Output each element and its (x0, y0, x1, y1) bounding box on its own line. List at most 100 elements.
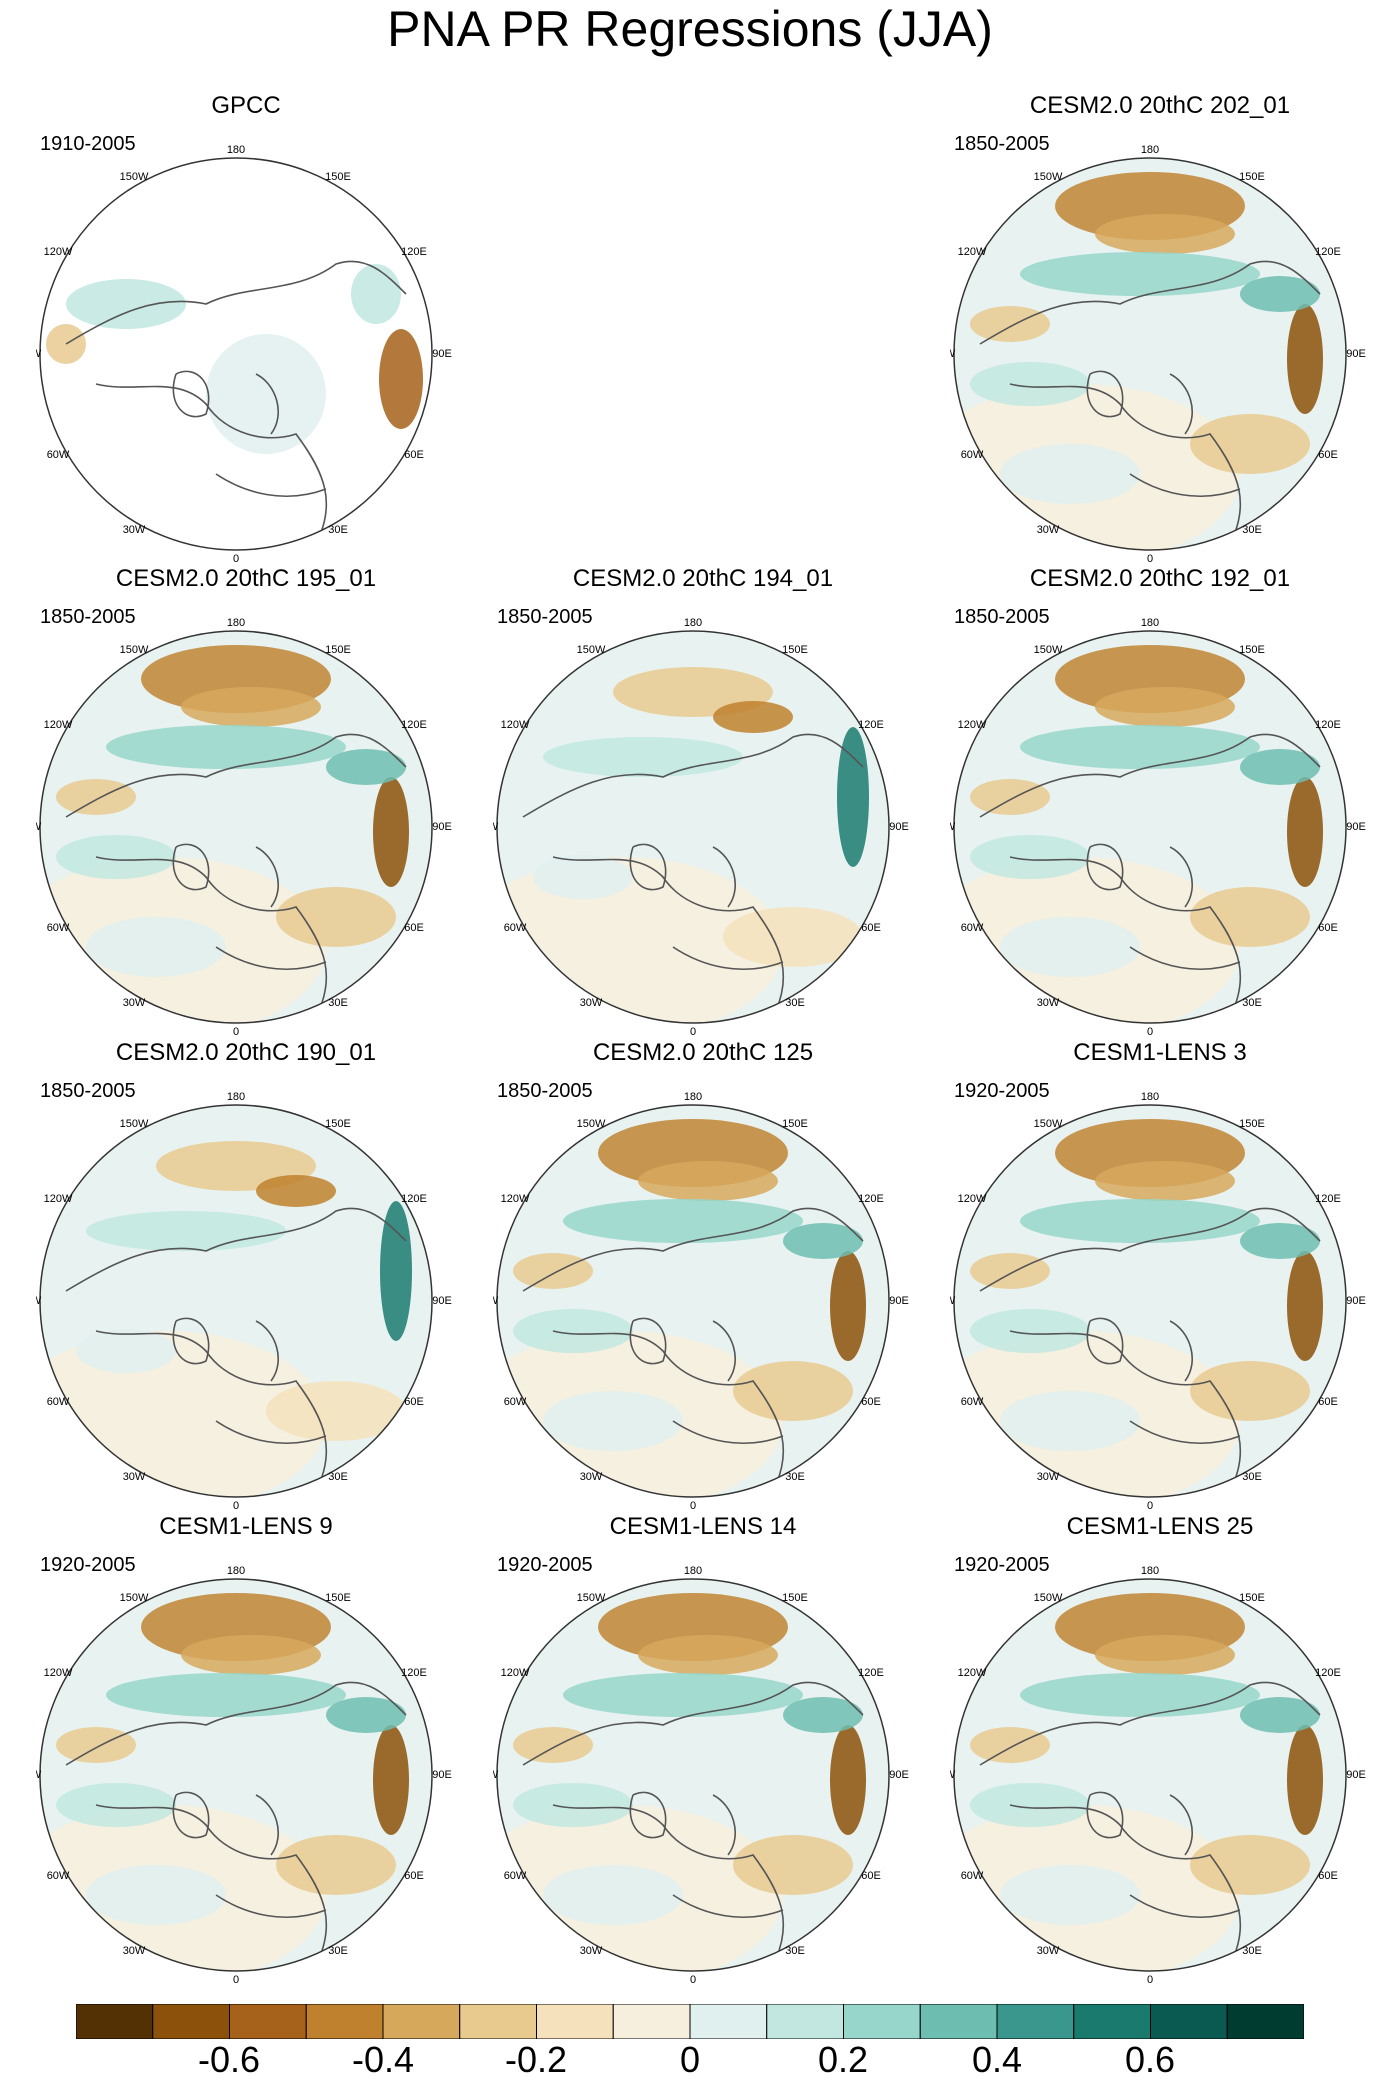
longitude-label: 120W (958, 1667, 987, 1679)
longitude-label: 60E (861, 1396, 881, 1408)
coastline (979, 1681, 1321, 1966)
anomaly-shading (86, 1211, 286, 1251)
longitude-label: 30W (580, 1471, 603, 1483)
panel-period: 1850-2005 (497, 606, 593, 628)
longitude-label: 60E (861, 922, 881, 934)
colorbar-swatch (382, 2004, 461, 2039)
longitude-label: 0 (1147, 1026, 1153, 1037)
longitude-label: 60W (504, 1870, 527, 1882)
panel-title: CESM1-LENS 14 (609, 1513, 797, 1540)
longitude-label: 180 (1141, 144, 1159, 156)
polar-map: 180 0 150W 150E 120W 120E 90W 90E 60W 60E 30W 30E (493, 617, 909, 1037)
anomaly-shading (733, 1835, 853, 1895)
anomaly-shading (970, 1783, 1090, 1827)
colorbar-label: -0.2 (504, 2039, 568, 2080)
longitude-label: 150W (1034, 644, 1063, 656)
anomaly-shading (733, 1361, 853, 1421)
longitude-label: 30W (1037, 524, 1060, 536)
anomaly-shading (783, 1697, 863, 1733)
longitude-label: 0 (690, 1974, 696, 1985)
longitude-label: 90E (432, 1295, 452, 1307)
longitude-label: 60W (504, 1396, 527, 1408)
longitude-label: 90E (1346, 348, 1366, 360)
anomaly-shading (830, 1725, 866, 1835)
longitude-label: 120E (401, 1667, 427, 1679)
longitude-label: 120W (958, 246, 987, 258)
panel-title: CESM2.0 20thC 190_01 (115, 1039, 377, 1066)
polar-map: 180 0 150W 150E 120W 120E 90W 90E 60W 60E 30W 30E (493, 1091, 909, 1511)
anomaly-shading (1240, 749, 1320, 785)
map-border (39, 630, 433, 1024)
anomaly-shading (1000, 1865, 1140, 1925)
colorbar-swatch (689, 2004, 768, 2039)
longitude-label: 120E (1315, 1193, 1341, 1205)
anomaly-shading (543, 1865, 683, 1925)
anomaly-shading (533, 855, 633, 899)
longitude-label: 180 (1141, 1565, 1159, 1577)
longitude-label: 150W (1034, 171, 1063, 183)
map-border (496, 1104, 890, 1498)
anomaly-shading (513, 1783, 633, 1827)
longitude-label: 30W (580, 997, 603, 1009)
anomaly-shading (56, 835, 176, 879)
longitude-label: 30E (785, 997, 805, 1009)
longitude-label: 30W (123, 1471, 146, 1483)
anomaly-shading (1190, 1835, 1310, 1895)
longitude-label: 150E (325, 1592, 351, 1604)
anomaly-shading (543, 1391, 683, 1451)
longitude-label: 120W (44, 1193, 73, 1205)
map-panel-cesm2-194-01: CESM2.0 20thC 194_01 1850-2005 180 0 150W 1… (493, 565, 913, 1037)
colorbar-swatch (1226, 2004, 1304, 2039)
longitude-label: 60W (47, 1870, 70, 1882)
colorbar-label: 0.6 (1124, 2039, 1176, 2080)
longitude-label: 120E (401, 1193, 427, 1205)
anomaly-shading (543, 737, 743, 777)
anomaly-shading (181, 1635, 321, 1675)
longitude-label: 0 (690, 1500, 696, 1511)
anomaly-shading (1020, 1199, 1260, 1243)
longitude-label: 0 (233, 1974, 239, 1985)
anomaly-shading (1095, 1161, 1235, 1201)
longitude-label: 30E (1242, 1945, 1262, 1957)
longitude-label: 0 (233, 1026, 239, 1037)
polar-map: 180 0 150W 150E 120W 120E 90W 90E 60W 60E 30W 30E (36, 144, 452, 564)
longitude-label: 180 (227, 1565, 245, 1577)
panel-period: 1850-2005 (497, 1080, 593, 1102)
map-panel-cesm1-lens-3: CESM1-LENS 3 1920-2005 180 0 150W 150E 120W 1… (950, 1039, 1370, 1511)
panel-period: 1920-2005 (954, 1554, 1050, 1576)
longitude-label: 150E (1239, 171, 1265, 183)
coastline (979, 260, 1321, 545)
anomaly-shading (513, 1253, 593, 1289)
map-border (953, 157, 1347, 551)
map-border (953, 1104, 1347, 1498)
coastline (979, 733, 1321, 1018)
longitude-label: 60W (961, 1396, 984, 1408)
longitude-label: 90E (889, 821, 909, 833)
longitude-label: 150W (120, 1118, 149, 1130)
longitude-label: 60W (504, 922, 527, 934)
anomaly-shading (1095, 1635, 1235, 1675)
panel-title: CESM2.0 20thC 192_01 (1029, 565, 1291, 592)
longitude-label: 90E (1346, 821, 1366, 833)
anomaly-shading (351, 264, 401, 324)
longitude-label: 150E (782, 644, 808, 656)
panel-title: CESM2.0 20thC 125 (592, 1039, 814, 1066)
longitude-label: 90W (36, 821, 42, 833)
coastline (65, 1681, 407, 1966)
anomaly-shading (326, 1697, 406, 1733)
longitude-label: 150W (577, 1118, 606, 1130)
anomaly-shading (256, 1175, 336, 1207)
colorbar-label: -0.6 (197, 2039, 261, 2080)
anomaly-shading (86, 1865, 226, 1925)
longitude-label: 30E (328, 1471, 348, 1483)
longitude-label: 150W (1034, 1592, 1063, 1604)
anomaly-shading (970, 835, 1090, 879)
anomaly-shading (1287, 1725, 1323, 1835)
map-panel-cesm2-195-01: CESM2.0 20thC 195_01 1850-2005 180 0 150W 1… (36, 565, 456, 1037)
longitude-label: 60W (961, 922, 984, 934)
longitude-label: 30E (785, 1945, 805, 1957)
anomaly-shading (1000, 1391, 1140, 1451)
map-border (953, 630, 1347, 1024)
panel-title: CESM1-LENS 9 (159, 1513, 333, 1540)
longitude-label: 180 (227, 1091, 245, 1103)
